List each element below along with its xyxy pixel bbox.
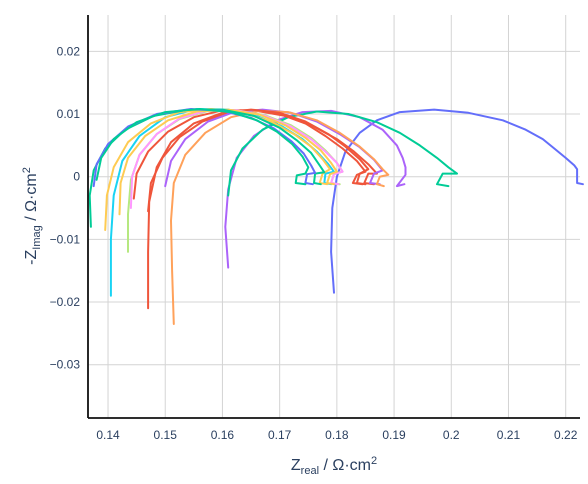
series-line-13 [118, 108, 338, 216]
x-tick-label: 0.14 [96, 428, 120, 442]
series-layer [88, 108, 584, 325]
x-tick-label: 0.19 [382, 428, 406, 442]
x-tick-label: 0.16 [211, 428, 235, 442]
x-axis-title-sub: real [301, 465, 319, 477]
x-axis-title-base: Z [291, 457, 301, 474]
y-tick-label: −0.03 [50, 358, 81, 372]
y-axis-title-sub: Imag [31, 225, 43, 249]
y-axis-title-base: -Z [23, 250, 40, 265]
series-line-16 [95, 108, 310, 186]
x-tick-label: 0.18 [325, 428, 349, 442]
series-line-7 [170, 109, 390, 325]
series-line-3 [227, 110, 458, 197]
x-gridlines [107, 15, 567, 418]
x-tick-label: 0.2 [443, 428, 460, 442]
x-tick-label: 0.22 [554, 428, 578, 442]
series-line-1 [330, 108, 584, 294]
y-axis-title-sup: 2 [21, 167, 33, 173]
y-tick-label: −0.01 [50, 232, 81, 246]
y-axis-title-unit: / Ω·cm [23, 173, 40, 225]
series-line-6 [164, 108, 384, 188]
y-tick-label: −0.02 [50, 295, 81, 309]
series-line-9 [109, 108, 335, 297]
x-axis-title-unit: / Ω·cm [319, 457, 371, 474]
y-gridlines [88, 50, 580, 366]
x-axis-title: Zreal / Ω·cm2 [291, 455, 377, 477]
y-axis-title: -ZImag / Ω·cm2 [21, 167, 43, 265]
y-tick-label: 0 [73, 170, 80, 184]
y-tick-labels: 0.02 0.01 0 −0.01 −0.02 −0.03 [50, 44, 81, 371]
y-tick-label: 0.02 [57, 44, 81, 58]
series-line-11 [129, 109, 344, 209]
plot-background [88, 15, 580, 418]
series-line-5 [132, 109, 378, 200]
series-line-8 [147, 108, 370, 310]
x-tick-label: 0.15 [154, 428, 178, 442]
x-tick-label: 0.21 [497, 428, 521, 442]
y-tick-label: 0.01 [57, 107, 81, 121]
x-tick-label: 0.17 [268, 428, 292, 442]
x-axis-title-sup: 2 [371, 455, 377, 467]
x-tick-labels: 0.14 0.15 0.16 0.17 0.18 0.19 0.2 0.21 0.22 [96, 428, 577, 442]
